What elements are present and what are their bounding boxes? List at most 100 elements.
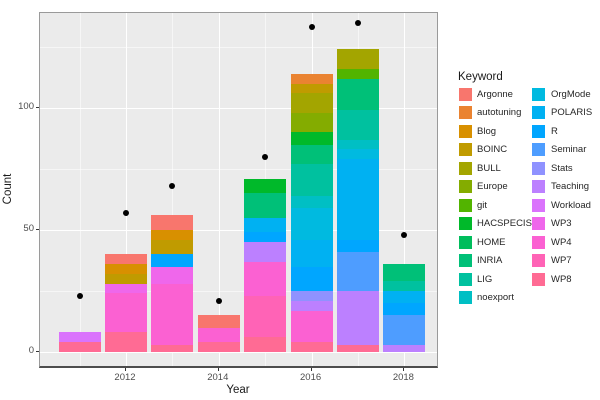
legend-swatch-Europe xyxy=(459,180,472,193)
legend-swatch-OrgMode xyxy=(532,87,545,101)
legend-swatch-BOINC xyxy=(459,143,472,156)
data-point-2017 xyxy=(355,19,361,26)
legend-swatch-WP4 xyxy=(532,235,545,249)
legend-label-autotuning: autotuning xyxy=(477,107,522,118)
legend-swatch-BULL xyxy=(459,161,472,175)
bar-segment-2017-git xyxy=(337,69,379,79)
legend-label-Blog: Blog xyxy=(477,125,497,137)
y-tick-mark xyxy=(36,107,39,108)
bar-segment-2015-WP8 xyxy=(244,337,286,352)
bar-segment-2017-WP8 xyxy=(337,345,379,352)
bar-segment-2012-WP4 xyxy=(105,293,147,332)
bar-segment-2011-WP8 xyxy=(59,342,101,352)
legend-swatch-git xyxy=(459,198,472,212)
bar-segment-2017-INRIA xyxy=(337,79,379,110)
legend-swatch-HACSPECIS xyxy=(459,217,472,230)
gridline-major-horizontal xyxy=(40,230,437,231)
bar-segment-2013-BOINC xyxy=(151,240,193,254)
bar-segment-2017-BULL xyxy=(337,49,379,69)
bar-segment-2015-WP4 xyxy=(244,262,286,296)
y-tick-label: 50 xyxy=(23,223,34,234)
bar-segment-2016-noexport xyxy=(291,196,333,208)
legend-label-WP7: WP7 xyxy=(551,255,572,266)
x-tick-mark xyxy=(217,368,219,371)
bar-segment-2014-WP4 xyxy=(198,328,240,342)
legend-swatch-Blog xyxy=(459,124,472,138)
data-point-2015 xyxy=(262,153,269,160)
bar-segment-2018-Seminar xyxy=(383,315,425,345)
legend-label-Argonne: Argonne xyxy=(477,88,513,100)
legend-swatch-WP8 xyxy=(532,272,545,286)
bar-segment-2016-LIG xyxy=(291,164,333,196)
legend-swatch-Seminar xyxy=(532,143,545,156)
legend-label-HACSPECIS: HACSPECIS xyxy=(477,218,532,229)
legend-swatch-Stats xyxy=(532,161,545,175)
legend-title: Keyword xyxy=(458,71,503,83)
bar-segment-2016-R xyxy=(291,267,333,291)
legend-label-Seminar: Seminar xyxy=(551,144,587,155)
gridline-major-vertical xyxy=(218,13,220,366)
legend-label-POLARIS: POLARIS xyxy=(551,107,593,118)
legend-label-git: git xyxy=(477,199,488,211)
legend-label-R: R xyxy=(551,125,558,137)
bar-segment-2017-LIG xyxy=(337,110,379,140)
bar-segment-2016-OrgMode xyxy=(291,208,333,240)
legend-label-INRIA: INRIA xyxy=(477,255,503,266)
bar-segment-2011-Workload xyxy=(59,332,101,342)
data-point-2013 xyxy=(169,183,176,190)
bar-segment-2013-Blog xyxy=(151,230,193,240)
bar-segment-2015-Teaching xyxy=(244,242,286,262)
bar-segment-2015-INRIA xyxy=(244,193,286,218)
gridline-minor-horizontal xyxy=(40,291,437,292)
legend-swatch-Argonne xyxy=(459,87,472,101)
gridline-minor-vertical xyxy=(172,13,174,366)
bar-segment-2015-R xyxy=(244,232,286,242)
legend-swatch-HOME xyxy=(459,235,472,249)
legend-swatch-noexport xyxy=(459,291,472,304)
bar-segment-2016-POLARIS xyxy=(291,240,333,267)
legend-label-WP8: WP8 xyxy=(551,273,572,285)
data-point-2016 xyxy=(308,24,315,31)
y-tick-label: 0 xyxy=(28,345,34,356)
x-tick-label: 2018 xyxy=(392,372,414,383)
bar-segment-2016-INRIA xyxy=(291,145,333,164)
legend-label-Workload: Workload xyxy=(551,199,591,211)
bar-segment-2016-Teaching xyxy=(291,301,333,311)
bar-segment-2016-Europe xyxy=(291,113,333,132)
bar-segment-2018-POLARIS xyxy=(383,291,425,303)
plot-panel xyxy=(39,12,438,368)
bar-segment-2013-Argonne xyxy=(151,215,193,230)
legend-swatch-POLARIS xyxy=(532,106,545,119)
bar-segment-2017-POLARIS xyxy=(337,159,379,240)
legend-swatch-WP3 xyxy=(532,217,545,230)
legend-swatch-WP7 xyxy=(532,254,545,267)
bar-segment-2013-R xyxy=(151,254,193,267)
bar-segment-2015-WP7 xyxy=(244,296,286,337)
y-tick-mark xyxy=(36,351,39,352)
bar-segment-2016-Stats xyxy=(291,291,333,301)
bar-segment-2013-WP4 xyxy=(151,284,193,345)
data-point-2011 xyxy=(76,292,83,299)
gridline-major-vertical xyxy=(126,13,127,366)
y-tick-label: 100 xyxy=(18,101,34,112)
x-tick-label: 2014 xyxy=(207,372,229,383)
legend-swatch-LIG xyxy=(459,272,472,286)
data-point-2014 xyxy=(215,297,222,304)
bar-segment-2017-R xyxy=(337,240,379,252)
bar-segment-2018-INRIA xyxy=(383,264,425,281)
gridline-minor-vertical xyxy=(79,13,81,366)
bar-segment-2016-WP4 xyxy=(291,311,333,342)
bar-segment-2018-R xyxy=(383,303,425,315)
legend-swatch-autotuning xyxy=(459,106,472,119)
legend-label-Teaching: Teaching xyxy=(551,181,590,192)
x-axis-title: Year xyxy=(226,384,250,396)
bar-segment-2016-BULL xyxy=(291,93,333,113)
bar-segment-2014-Argonne xyxy=(198,315,240,328)
bar-segment-2017-OrgMode xyxy=(337,149,379,159)
bar-segment-2016-autotuning xyxy=(291,74,333,84)
legend-label-WP3: WP3 xyxy=(551,218,572,229)
gridline-major-horizontal xyxy=(40,352,437,353)
x-tick-mark xyxy=(403,368,405,371)
bar-segment-2017-Teaching xyxy=(337,291,379,345)
bar-segment-2012-Blog xyxy=(105,264,147,274)
